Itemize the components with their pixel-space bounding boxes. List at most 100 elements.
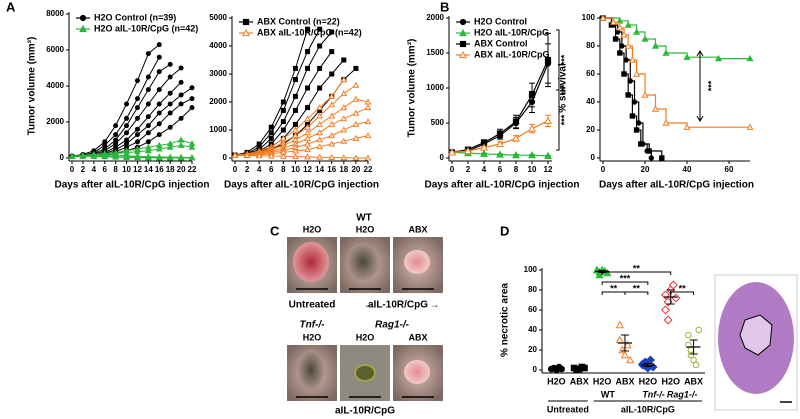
x-tick-label: 4 <box>257 165 262 174</box>
y-tick-label: 80 <box>528 285 537 294</box>
marker <box>746 123 754 130</box>
x-tick-label: ABX <box>615 376 634 386</box>
marker <box>268 124 274 130</box>
x-tick-label: 8 <box>113 165 118 174</box>
marker <box>663 315 673 325</box>
marker <box>683 53 691 60</box>
marker <box>364 98 372 105</box>
marker <box>167 74 173 80</box>
marker <box>340 104 348 111</box>
x-tick-label: ABX <box>570 376 589 386</box>
marker <box>292 77 298 83</box>
marker <box>662 49 670 56</box>
marker <box>134 96 140 102</box>
marker <box>685 331 692 339</box>
marker <box>166 143 174 150</box>
arrow-right: → <box>430 299 439 309</box>
bracket <box>556 89 560 151</box>
marker <box>316 129 323 136</box>
error-bar <box>689 339 698 355</box>
marker <box>328 140 336 147</box>
marker <box>156 110 162 116</box>
marker <box>145 51 151 57</box>
marker <box>651 105 660 112</box>
marker <box>156 69 162 75</box>
marker <box>340 90 348 97</box>
marker <box>464 146 472 155</box>
bracket <box>670 291 695 295</box>
marker <box>145 147 152 154</box>
marker <box>113 132 119 138</box>
marker <box>329 71 335 77</box>
y-tick-label: 100 <box>582 13 596 22</box>
significance: *** <box>559 84 569 95</box>
marker <box>292 126 299 133</box>
marker <box>459 28 467 37</box>
y-tick-label: 2000 <box>209 97 227 106</box>
marker <box>616 24 624 31</box>
panel-label: D <box>500 223 509 238</box>
marker <box>690 356 697 364</box>
tumor-line <box>234 59 345 156</box>
x-tick-label: 20 <box>351 165 360 174</box>
y-tick-label: 1000 <box>426 83 444 92</box>
group-label: WT <box>601 389 615 399</box>
y-axis-title: Tumor volume (mm³) <box>407 39 418 138</box>
marker <box>316 112 323 119</box>
marker <box>528 151 536 159</box>
marker <box>512 118 520 125</box>
significance: *** <box>559 54 569 65</box>
marker <box>155 145 163 152</box>
marker <box>646 148 652 154</box>
x-tick-label: 16 <box>327 165 336 174</box>
legend-label: H2O aIL-10R/CpG <box>474 27 549 37</box>
x-tick-label: 22 <box>364 165 373 174</box>
marker <box>305 65 311 71</box>
x-tick-label: 2 <box>466 165 471 174</box>
photo-label: H2O <box>356 224 375 234</box>
legend-label: ABX aIL-10R/CpG <box>474 49 550 59</box>
marker <box>156 132 162 138</box>
marker <box>304 146 311 153</box>
y-tick-label: 0 <box>591 153 596 162</box>
marker <box>292 107 298 113</box>
marker <box>615 335 624 344</box>
arrow-left: ← <box>364 299 373 309</box>
group-label: Tnf-/- <box>300 320 326 331</box>
x-axis-title: Days after aIL-10R/CpG injection <box>54 180 209 191</box>
marker <box>268 130 274 136</box>
marker <box>628 56 636 63</box>
marker <box>304 153 311 160</box>
panel-label: B <box>440 0 449 14</box>
marker <box>79 24 87 33</box>
marker <box>328 153 336 160</box>
marker <box>124 130 130 136</box>
significance: ** <box>633 263 641 273</box>
x-tick-label: 4 <box>482 165 487 174</box>
tumor <box>293 242 329 282</box>
marker <box>134 78 140 84</box>
y-tick-label: 40 <box>528 325 537 334</box>
x-tick-label: 2 <box>245 165 250 174</box>
marker <box>134 139 140 145</box>
legend-label: ABX aIL-10R/CpG (n=42) <box>257 27 362 37</box>
marker <box>156 54 162 60</box>
marker <box>341 57 347 63</box>
marker <box>364 154 372 161</box>
legend-label: H2O aIL-10R/CpG (n=42) <box>94 23 198 33</box>
marker <box>145 139 151 145</box>
x-tick-label: ABX <box>684 376 703 386</box>
marker <box>641 91 649 98</box>
marker <box>134 126 140 132</box>
x-tick-label: 6 <box>103 165 108 174</box>
marker <box>268 135 274 141</box>
tumor-line <box>235 135 369 156</box>
marker <box>353 65 359 71</box>
marker <box>316 143 323 150</box>
photo-label: H2O <box>356 332 375 342</box>
marker <box>292 153 299 160</box>
marker <box>68 152 76 159</box>
y-tick-label: 2000 <box>46 117 64 126</box>
panel-label: C <box>270 223 280 238</box>
marker <box>145 154 152 161</box>
